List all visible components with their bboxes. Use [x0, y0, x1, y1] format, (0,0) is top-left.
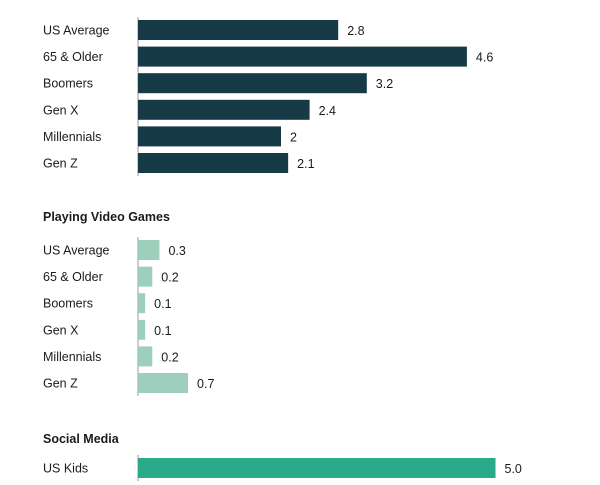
category-label: US Average [43, 24, 110, 38]
category-label: Gen X [43, 103, 79, 117]
data-label: 4.6 [476, 51, 493, 65]
bar [138, 293, 146, 314]
data-label: 2.8 [347, 24, 364, 38]
data-label: 0.1 [154, 324, 171, 338]
category-label: Gen Z [43, 157, 78, 171]
bar [138, 458, 496, 478]
category-label: Boomers [43, 77, 93, 91]
bar [138, 20, 339, 40]
category-label: Gen Z [43, 377, 78, 391]
bar [138, 99, 310, 120]
category-label: US Average [43, 244, 110, 258]
category-label: US Kids [43, 462, 88, 476]
bar [138, 73, 367, 94]
category-label: 65 & Older [43, 270, 103, 284]
bar [138, 46, 467, 67]
bar [138, 319, 146, 340]
data-label: 0.1 [154, 297, 171, 311]
data-label: 0.2 [161, 271, 178, 285]
category-label: Millennials [43, 130, 101, 144]
bar [138, 240, 160, 260]
bar [138, 373, 189, 393]
bar [138, 346, 153, 367]
data-label: 2.1 [297, 157, 314, 171]
chart-title: Social Media [43, 432, 120, 446]
data-label: 5.0 [505, 462, 522, 476]
data-label: 2.4 [319, 104, 336, 118]
data-label: 0.7 [197, 377, 214, 391]
data-label: 0.2 [161, 350, 178, 364]
bar [138, 266, 153, 287]
category-label: Millennials [43, 350, 101, 364]
bar [138, 126, 281, 147]
chart-title: Playing Video Games [43, 210, 170, 224]
data-label: 2 [290, 130, 297, 144]
category-label: Boomers [43, 297, 93, 311]
data-label: 0.3 [168, 244, 185, 258]
category-label: Gen X [43, 323, 79, 337]
bar [138, 153, 289, 173]
data-label: 3.2 [376, 77, 393, 91]
category-label: 65 & Older [43, 50, 103, 64]
